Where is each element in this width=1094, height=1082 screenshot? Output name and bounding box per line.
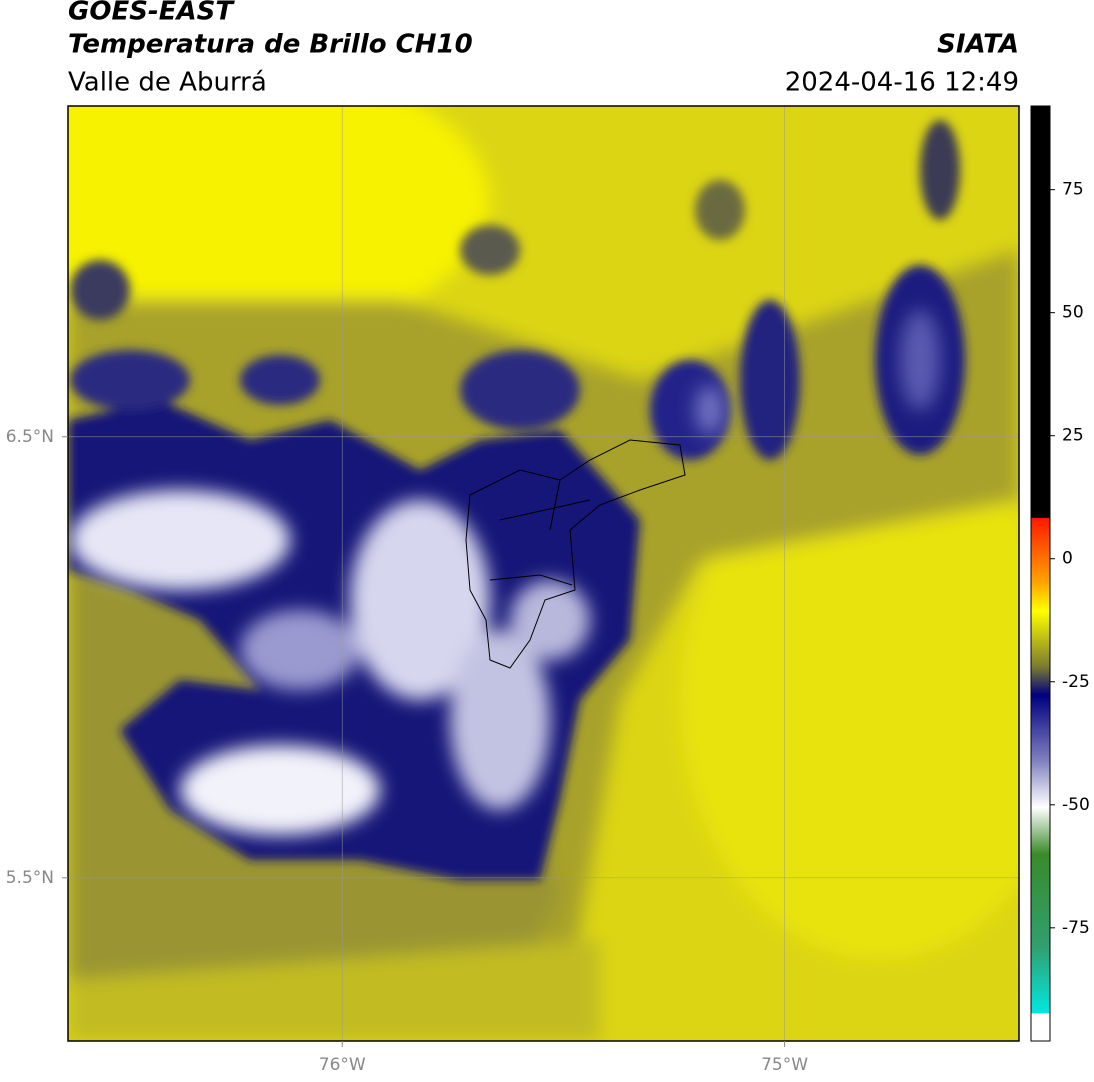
colorbar-label: 0 (1062, 549, 1073, 569)
region: Valle de Aburrá (68, 68, 267, 98)
lon-label: 76°W (319, 1055, 366, 1075)
subtitle: Temperatura de Brillo CH10 (68, 30, 473, 60)
source: SIATA (937, 30, 1019, 60)
lon-label: 75°W (761, 1055, 808, 1075)
colorbar-label: 75 (1062, 180, 1084, 200)
datetime: 2024-04-16 12:49 (785, 68, 1019, 98)
colorbar-label: 50 (1062, 303, 1084, 323)
lat-label: 6.5°N (6, 427, 54, 447)
colorbar-label: -75 (1062, 918, 1090, 938)
colorbar-label: -25 (1062, 672, 1090, 692)
colorbar (1030, 105, 1051, 1042)
title: GOES-EAST (68, 0, 235, 27)
colorbar-label: -50 (1062, 795, 1090, 815)
colorbar-label: 25 (1062, 426, 1084, 446)
lat-label: 5.5°N (6, 868, 54, 888)
map-frame (67, 105, 1020, 1042)
satellite-image (68, 106, 1019, 1041)
